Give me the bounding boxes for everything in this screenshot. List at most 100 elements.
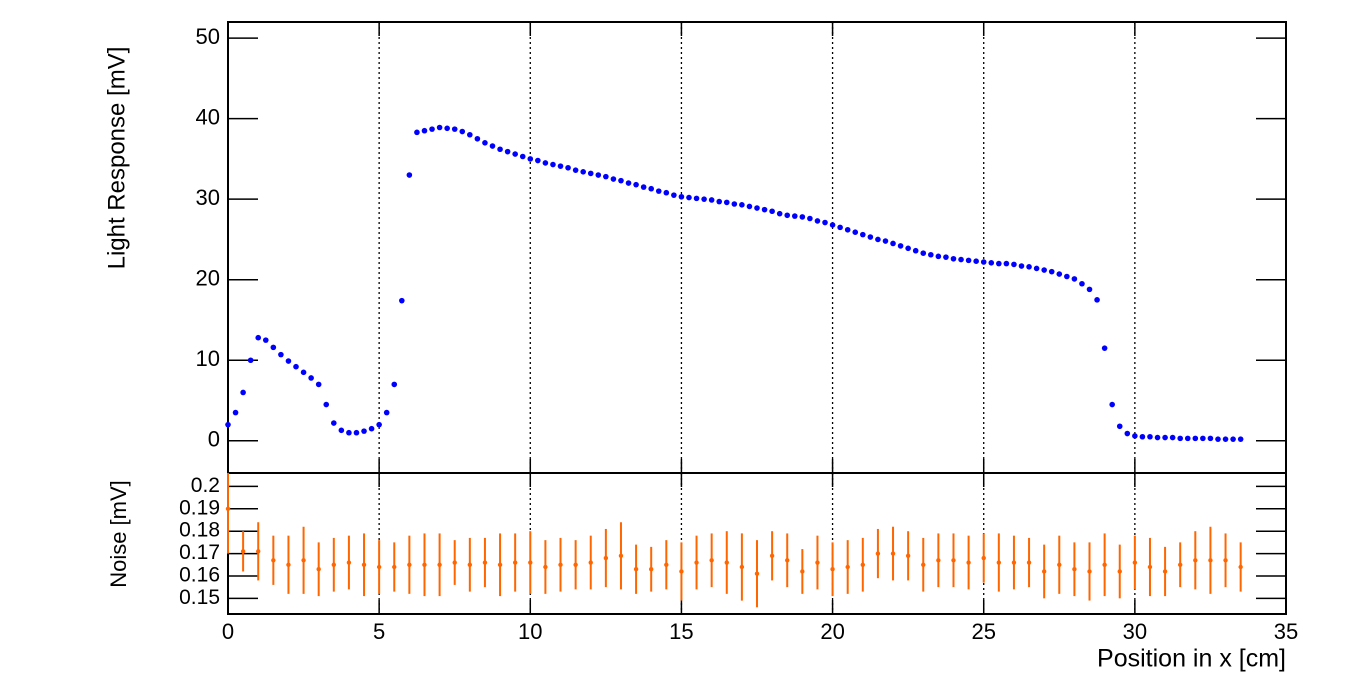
data-point [981, 555, 986, 561]
data-point [422, 562, 427, 567]
y-axis-title: Noise [mV] [106, 480, 131, 588]
data-point [603, 555, 609, 561]
data-point [286, 562, 291, 567]
data-point [1087, 569, 1092, 574]
data-point [1223, 558, 1228, 563]
data-point [649, 567, 654, 572]
data-point [1207, 435, 1214, 442]
data-point [383, 409, 390, 416]
data-point [580, 168, 586, 175]
data-point [951, 558, 956, 563]
data-point [452, 560, 457, 565]
data-point [557, 163, 564, 169]
data-point [958, 256, 964, 263]
data-point [921, 562, 926, 567]
data-point [451, 126, 458, 132]
data-point [459, 128, 466, 135]
x-axis-title: Position in x [cm] [1097, 645, 1286, 673]
data-point [550, 161, 556, 168]
data-point [936, 558, 941, 563]
data-point [610, 176, 617, 182]
data-point [1033, 265, 1040, 272]
data-point [361, 562, 367, 567]
data-point [1094, 297, 1100, 303]
data-point [316, 567, 321, 572]
data-point [701, 196, 707, 202]
data-point [709, 558, 714, 563]
data-point [860, 562, 865, 567]
data-point [301, 558, 306, 563]
data-point [769, 553, 775, 559]
y-tick-label: 0.15 [179, 586, 220, 609]
data-point [278, 351, 284, 358]
data-point [240, 549, 246, 554]
data-point [785, 558, 790, 563]
data-point [799, 214, 806, 220]
data-point [890, 551, 896, 556]
data-point [822, 219, 828, 226]
data-point [255, 334, 262, 341]
data-point [633, 181, 639, 188]
data-point [1184, 435, 1191, 442]
data-point [776, 210, 783, 217]
data-point [1200, 435, 1206, 442]
data-point [437, 562, 442, 567]
data-point [1215, 436, 1221, 442]
data-point [1041, 569, 1047, 574]
data-point [663, 189, 670, 196]
data-point [1193, 558, 1198, 563]
data-point [920, 250, 927, 256]
y-tick-label: 0 [208, 427, 220, 452]
y-tick-label: 0.17 [179, 541, 220, 564]
data-point [882, 238, 889, 244]
data-point [1056, 271, 1063, 277]
data-point [852, 229, 859, 235]
data-point [655, 188, 662, 194]
data-point [1178, 562, 1183, 567]
data-point [1048, 268, 1055, 275]
data-point [512, 560, 518, 565]
data-point [247, 357, 254, 364]
data-point [679, 569, 684, 574]
data-point [1071, 276, 1078, 282]
data-point [1208, 558, 1213, 563]
data-point [890, 240, 896, 247]
data-point [240, 389, 246, 396]
data-point [988, 260, 995, 266]
x-tick-label: 35 [1274, 619, 1298, 644]
data-point [392, 564, 397, 570]
data-point [1064, 273, 1070, 280]
data-point [618, 553, 624, 559]
data-point [558, 562, 563, 567]
data-point [1154, 434, 1161, 441]
data-point [754, 205, 760, 211]
data-point [980, 259, 987, 265]
data-point [829, 222, 836, 228]
data-point [497, 562, 503, 567]
data-point [800, 569, 805, 574]
data-point [912, 247, 919, 254]
data-point [708, 197, 715, 203]
data-point [739, 564, 745, 570]
data-point [966, 560, 971, 565]
data-point [270, 344, 277, 351]
data-point [1086, 286, 1093, 293]
data-point [399, 297, 405, 304]
data-point [784, 212, 791, 219]
data-point [331, 420, 337, 426]
data-point [1003, 260, 1010, 267]
y-tick-label: 0.2 [191, 474, 220, 497]
data-point [867, 234, 874, 240]
data-point [323, 401, 330, 408]
y-tick-label: 0.19 [179, 496, 220, 519]
data-point [1230, 436, 1236, 442]
data-point [1162, 569, 1168, 574]
data-point [1026, 264, 1032, 270]
data-point [875, 551, 881, 556]
data-point [565, 164, 571, 171]
y-tick-label: 0.16 [179, 563, 220, 586]
data-point [625, 180, 632, 186]
x-tick-label: 10 [518, 619, 542, 644]
data-point [376, 421, 382, 428]
